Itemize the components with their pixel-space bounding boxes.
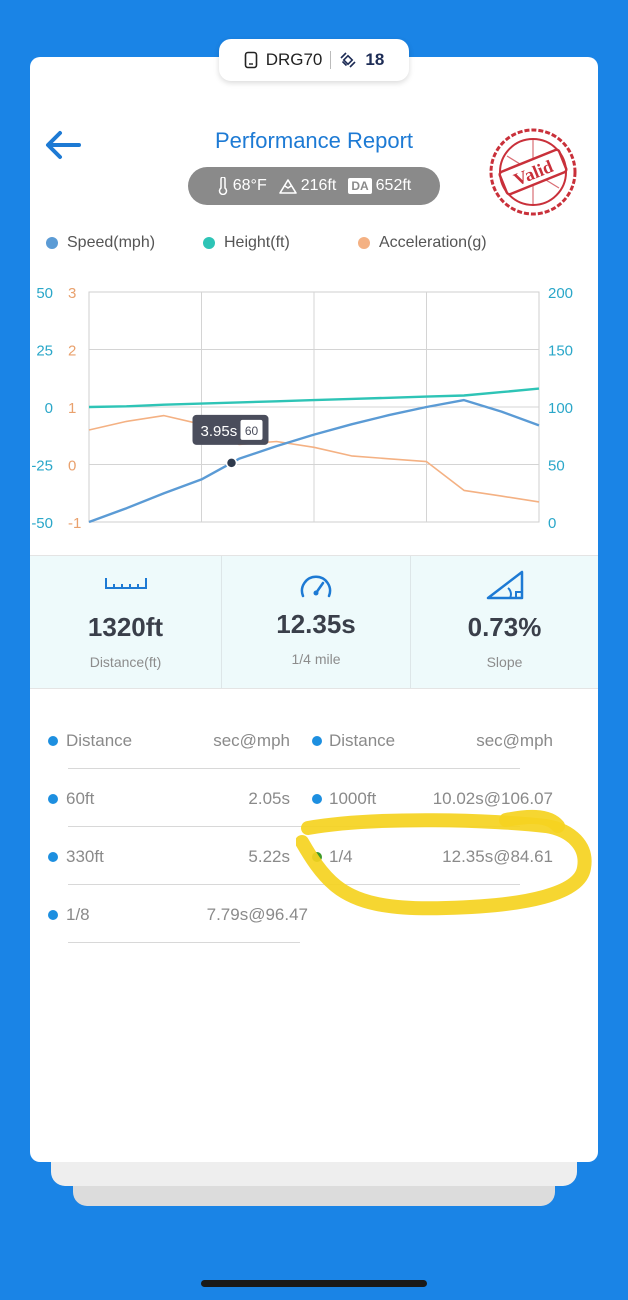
tooltip-time: 3.95s (201, 423, 238, 440)
right-axis-tick: 200 (548, 285, 573, 302)
split-distance: 1/4 (329, 847, 353, 866)
stat-slope: 0.73% Slope (411, 556, 598, 688)
split-distance: 1000ft (329, 789, 377, 808)
series-line (88, 398, 540, 524)
right-axis-tick: 50 (548, 458, 565, 475)
right-axis-tick: 100 (548, 400, 573, 417)
legend-label: Acceleration(g) (379, 234, 487, 251)
tooltip-point (225, 457, 238, 469)
legend-dot (203, 237, 215, 249)
device-pill[interactable]: DRG70 18 (219, 39, 409, 81)
stat-value: 12.35s (276, 609, 356, 639)
satellite-count: 18 (365, 50, 385, 69)
splits-header-distance-right: Distance (329, 731, 396, 750)
bullet-dot (48, 852, 58, 862)
divider (68, 942, 300, 943)
legend-label: Height(ft) (224, 234, 290, 251)
splits-header-time-left: sec@mph (213, 731, 290, 750)
split-value: 10.02s@106.07 (432, 789, 553, 808)
right-axis-tick: 150 (548, 343, 573, 360)
left-axis-tick: -1 (68, 515, 81, 532)
satellite-icon (340, 52, 356, 68)
split-value: 5.22s (248, 847, 290, 866)
series-line (88, 387, 540, 409)
stats-panel: 1320ft Distance(ft) 12.35s 1/4 mile 0.73… (30, 555, 598, 689)
stat-label: Distance(ft) (89, 654, 162, 670)
mountain-icon (278, 179, 297, 194)
legend-speed[interactable]: Speed(mph) (46, 234, 203, 252)
ruler-icon (104, 578, 147, 589)
bullet-dot (48, 794, 58, 804)
page-title: Performance Report (214, 128, 414, 153)
bullet-dot (48, 736, 58, 746)
right-axis-tick: 0 (548, 515, 556, 532)
stat-value: 1320ft (87, 612, 164, 642)
speedometer-icon (300, 575, 332, 598)
legend-dot (46, 237, 58, 249)
left-axis-tick: -25 (31, 458, 53, 475)
bullet-dot (48, 910, 58, 920)
divider (68, 768, 520, 769)
left-axis-tick: 50 (36, 285, 53, 302)
temperature: 68°F (232, 177, 267, 194)
legend-dot (358, 237, 370, 249)
split-value: 7.79s@96.47 (206, 905, 308, 924)
left-axis-tick: 0 (45, 400, 53, 417)
stat-label: Slope (486, 654, 523, 670)
divider (330, 51, 332, 69)
density-altitude-icon: DA (348, 178, 372, 194)
series-line (88, 414, 540, 503)
device-icon (244, 51, 257, 69)
valid-stamp-icon: Valid (489, 128, 577, 216)
divider (68, 884, 520, 885)
split-distance: 1/8 (66, 905, 90, 924)
slope-icon (486, 570, 523, 600)
thermometer-icon (218, 177, 227, 195)
legend-acceleration[interactable]: Acceleration(g) (358, 234, 487, 252)
splits-header-distance-left: Distance (66, 731, 133, 750)
chart-legend: Speed(mph) Height(ft) Acceleration(g) (46, 234, 487, 252)
tooltip-badge (240, 419, 263, 440)
split-value: 2.05s (248, 789, 290, 808)
split-value: 12.35s@84.61 (442, 847, 553, 866)
stat-distance: 1320ft Distance(ft) (30, 556, 221, 688)
conditions-pill: 68°F 216ft DA 652ft (188, 167, 440, 205)
left-axis-tick: 2 (68, 343, 76, 360)
bullet-dot (312, 794, 322, 804)
split-distance: 330ft (66, 847, 104, 866)
divider (410, 556, 411, 688)
left-axis-tick: 25 (36, 343, 53, 360)
stat-quarter-mile: 12.35s 1/4 mile (222, 556, 410, 688)
divider (68, 826, 520, 827)
stat-label: 1/4 mile (291, 651, 341, 667)
split-distance: 60ft (66, 789, 95, 808)
left-axis-tick: 1 (68, 400, 76, 417)
stat-value: 0.73% (467, 612, 542, 642)
left-axis-tick: 3 (68, 285, 76, 302)
left-axis-tick: -50 (31, 515, 53, 532)
altitude: 216ft (300, 177, 337, 194)
bullet-dot (312, 736, 322, 746)
back-arrow-icon[interactable] (43, 128, 83, 162)
home-indicator (201, 1280, 427, 1287)
legend-label: Speed(mph) (67, 234, 156, 251)
yellow-highlight-mark (296, 809, 592, 916)
legend-height[interactable]: Height(ft) (203, 234, 358, 252)
splits-header-time-right: sec@mph (476, 731, 553, 750)
divider (221, 556, 222, 688)
left-axis-tick: 0 (68, 458, 76, 475)
density-altitude: 652ft (375, 177, 412, 194)
tooltip-value: 60 (245, 424, 259, 438)
device-name: DRG70 (265, 50, 323, 69)
